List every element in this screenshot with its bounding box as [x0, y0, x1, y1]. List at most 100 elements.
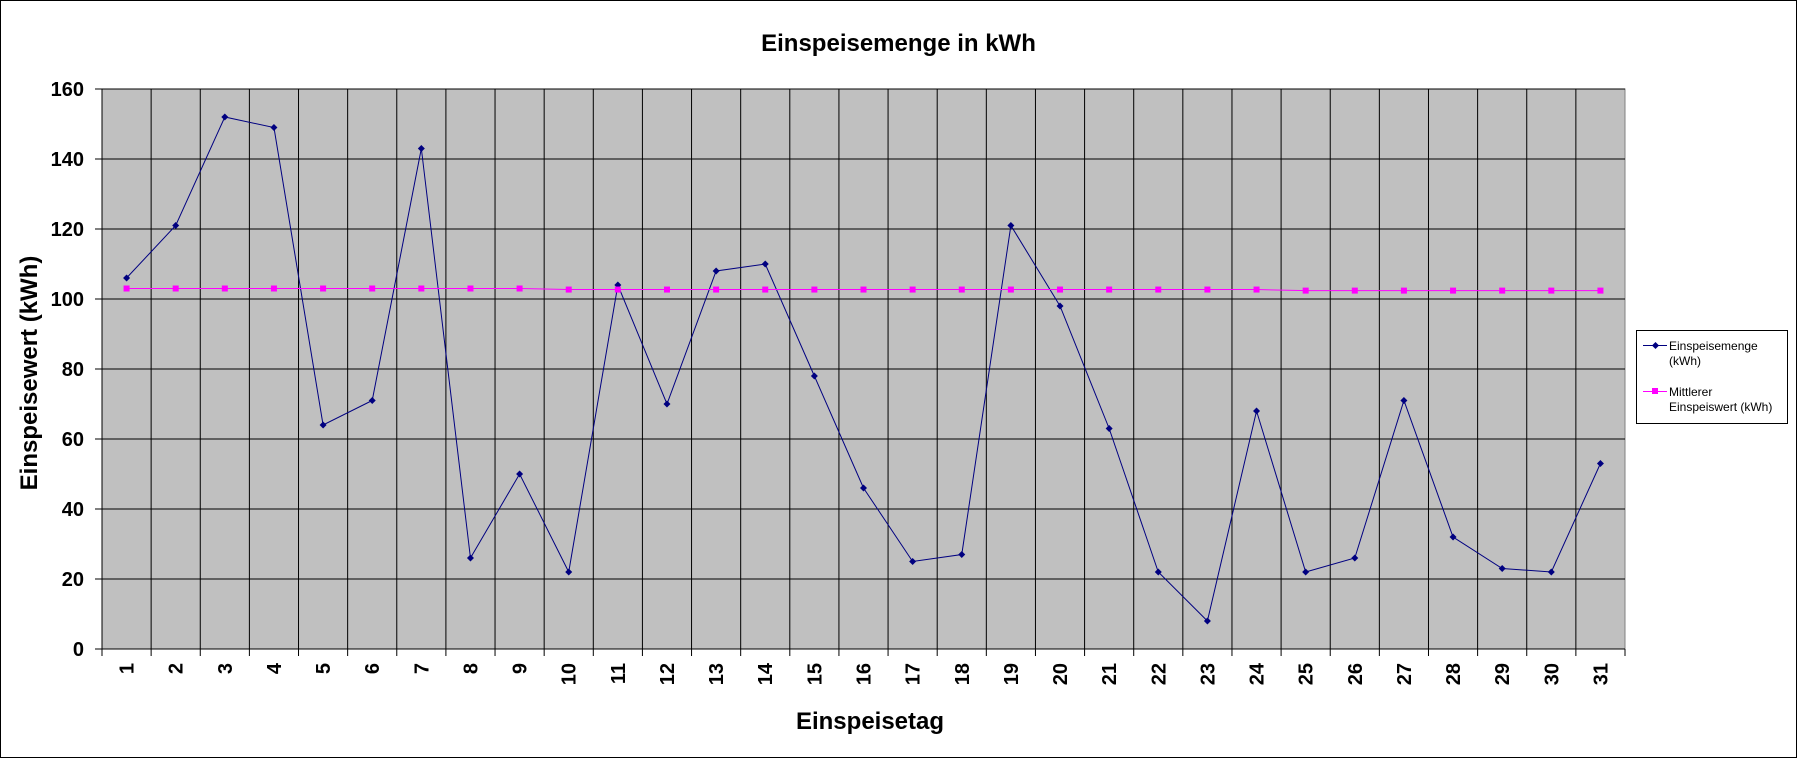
series-1-point [713, 286, 720, 293]
series-0-point [270, 124, 278, 131]
x-tick-label: 12 [657, 663, 679, 685]
series-1-point [1302, 287, 1309, 294]
y-tick-label: 80 [62, 359, 84, 381]
series-1-point [565, 286, 572, 293]
legend-label-mittlerer-1: Mittlerer [1669, 385, 1713, 399]
series-1-point [1548, 287, 1555, 294]
x-tick-label: 10 [559, 663, 581, 685]
series-0-point [1154, 568, 1162, 576]
x-tick-label: 2 [166, 663, 188, 674]
series-0-point [712, 267, 720, 275]
series-1-point [1499, 287, 1506, 294]
series-1-point [221, 285, 228, 292]
x-tick-label: 26 [1345, 663, 1367, 685]
series-0-point [860, 484, 867, 492]
series-1-point [1253, 286, 1260, 293]
x-tick-label: 18 [952, 663, 974, 685]
y-tick-label: 40 [62, 499, 84, 521]
x-tick-label: 20 [1050, 663, 1072, 685]
legend-swatch-einspeisemenge [1643, 339, 1669, 353]
x-tick-label: 5 [313, 663, 335, 674]
legend-label-einspeisemenge-2: (kWh) [1669, 354, 1701, 368]
x-axis-label: Einspeisetag [795, 708, 945, 735]
y-tick-label: 100 [51, 289, 84, 311]
series-0-point [221, 113, 229, 121]
x-tick-label: 8 [460, 663, 482, 674]
series-0-point [368, 397, 376, 404]
y-tick-label: 60 [62, 429, 84, 451]
y-tick-label: 20 [62, 569, 84, 591]
x-tick-label: 13 [706, 663, 728, 685]
x-tick-label: 23 [1197, 663, 1219, 685]
series-0-point [810, 372, 818, 380]
x-tick-label: 11 [608, 663, 630, 684]
legend: Einspeisemenge (kWh) Mittlerer Einspeisw… [1636, 330, 1788, 424]
series-1-point [958, 286, 965, 293]
series-1-point [1400, 287, 1407, 294]
x-tick-label: 22 [1148, 663, 1170, 685]
series-0-point [1203, 617, 1211, 625]
legend-label-mittlerer-2: Einspeiswert (kWh) [1669, 400, 1773, 414]
series-1-point [1155, 286, 1162, 293]
series-0-point [958, 551, 966, 558]
x-tick-label: 21 [1099, 663, 1121, 685]
series-1-point [270, 285, 277, 292]
x-tick-label: 27 [1394, 663, 1416, 685]
legend-item-mittlerer-einspeiswert: Mittlerer Einspeiswert (kWh) [1643, 385, 1785, 415]
x-tick-label: 19 [1001, 663, 1023, 685]
series-0-point [1302, 568, 1310, 576]
series-1-point [172, 285, 179, 292]
x-tick-label: 1 [117, 663, 139, 674]
series-0-point [1351, 554, 1359, 562]
y-tick-label: 160 [51, 79, 84, 101]
series-1-point [1351, 287, 1358, 294]
series-1-point [860, 286, 867, 293]
chart-title: Einspeisemenge in kWh [761, 30, 1036, 57]
series-0-point [909, 558, 917, 565]
series-0-point [1547, 568, 1555, 576]
series-0-point [565, 568, 573, 576]
legend-item-einspeisemenge: Einspeisemenge (kWh) [1643, 339, 1785, 369]
series-0-point [123, 274, 131, 282]
x-tick-label: 30 [1541, 663, 1563, 685]
series-1-point [811, 286, 818, 293]
series-1-point [1007, 286, 1014, 293]
x-tick-label: 24 [1247, 662, 1269, 685]
legend-label-einspeisemenge-1: Einspeisemenge [1669, 339, 1758, 353]
series-0-point [1253, 407, 1261, 415]
series-1-point [467, 285, 474, 292]
x-tick-label: 14 [755, 662, 777, 685]
y-axis-label: Einspeisewert (kWh) [16, 255, 43, 491]
y-tick-label: 120 [51, 219, 84, 241]
series-1-point [909, 286, 916, 293]
series-1-point [1106, 286, 1113, 293]
x-tick-label: 3 [215, 663, 237, 674]
series-1-point [1204, 286, 1211, 293]
series-0-point [1105, 425, 1113, 432]
series-0-point [319, 421, 327, 429]
series-0-point [1498, 565, 1506, 572]
series-0-point [1596, 460, 1604, 467]
series-0-point [761, 260, 769, 268]
series-1-point [614, 286, 621, 293]
series-0-point [466, 554, 474, 562]
legend-swatch-mittlerer [1643, 385, 1669, 399]
y-tick-label: 0 [73, 639, 84, 661]
series-1-point [663, 286, 670, 293]
y-tick-label: 140 [51, 149, 84, 171]
x-tick-label: 6 [362, 663, 384, 674]
series-1-point [320, 285, 327, 292]
series-1-point [1057, 286, 1064, 293]
series-0-point [1400, 397, 1408, 404]
series-1-point [369, 285, 376, 292]
series-1-point [762, 286, 769, 293]
x-tick-label: 4 [264, 662, 286, 674]
series-1-point [1450, 287, 1457, 294]
x-tick-label: 25 [1296, 663, 1318, 685]
series-0-point [1056, 302, 1064, 310]
series-0-point [516, 470, 524, 478]
x-tick-label: 16 [854, 663, 876, 685]
series-1-point [123, 285, 130, 292]
x-tick-label: 15 [804, 663, 826, 685]
x-tick-label: 28 [1443, 663, 1465, 685]
